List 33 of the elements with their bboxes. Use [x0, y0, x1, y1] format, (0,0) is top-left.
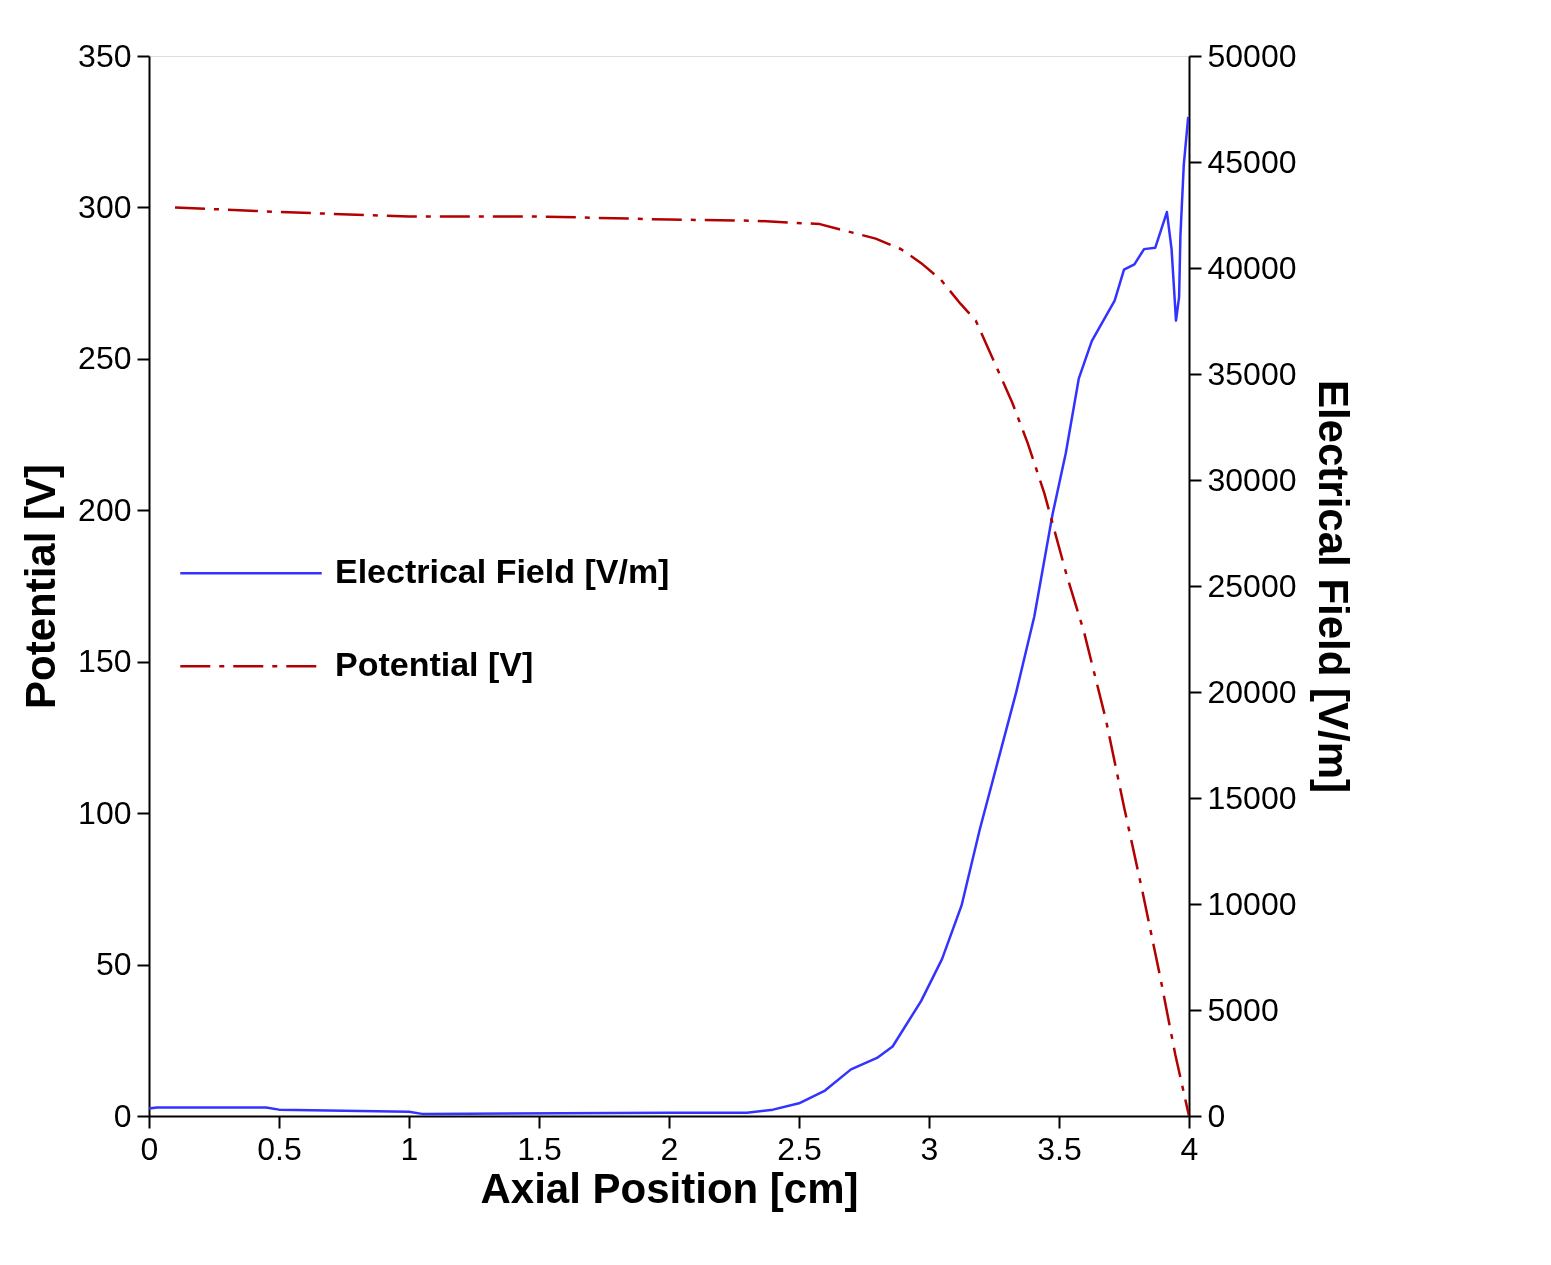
legend-label: Potential [V]	[335, 645, 534, 684]
y2-tick-label: 40000	[1207, 249, 1297, 286]
x-axis-title: Axial Position [cm]	[480, 1164, 859, 1212]
y2-tick-label: 30000	[1207, 461, 1297, 498]
y2-tick-label: 20000	[1207, 673, 1297, 710]
y2-tick-label: 5000	[1207, 991, 1279, 1028]
y2-tick-label: 10000	[1207, 885, 1297, 922]
x-tick-label: 3	[920, 1130, 939, 1167]
y-axis-title: Potential [V]	[17, 463, 65, 710]
x-tick-label: 2.5	[777, 1130, 822, 1167]
legend-label: Electrical Field [V/m]	[335, 552, 670, 591]
y2-tick-label: 45000	[1207, 143, 1297, 180]
y-tick-label: 150	[78, 643, 132, 680]
y-tick-label: 350	[78, 37, 132, 74]
y-tick-label: 300	[78, 188, 132, 225]
y-tick-label: 100	[78, 794, 132, 831]
y2-tick-label: 15000	[1207, 779, 1297, 816]
y2-tick-label: 35000	[1207, 355, 1297, 392]
x-tick-label: 0	[140, 1130, 159, 1167]
x-tick-label: 2	[660, 1130, 679, 1167]
x-tick-label: 1.5	[517, 1130, 562, 1167]
y-tick-label: 0	[113, 1097, 132, 1134]
y2-tick-label: 50000	[1207, 37, 1297, 74]
y-tick-label: 50	[95, 946, 132, 983]
y-tick-label: 200	[78, 491, 132, 528]
x-tick-label: 3.5	[1037, 1130, 1082, 1167]
x-tick-label: 4	[1180, 1130, 1199, 1167]
y2-tick-label: 25000	[1207, 567, 1297, 604]
y2-tick-label: 0	[1207, 1097, 1226, 1134]
y2-axis-title: Electrical Field [V/m]	[1310, 379, 1358, 794]
x-tick-label: 1	[400, 1130, 419, 1167]
y-tick-label: 250	[78, 340, 132, 377]
x-tick-label: 0.5	[257, 1130, 302, 1167]
